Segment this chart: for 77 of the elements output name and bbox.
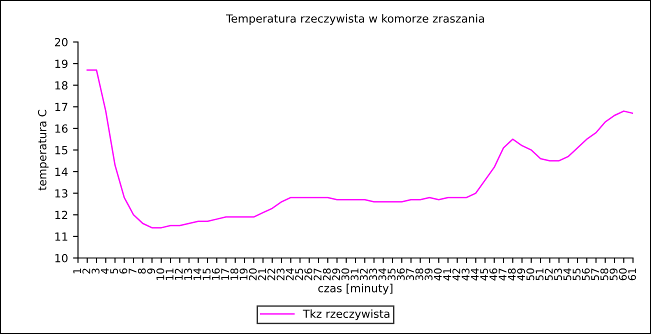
x-tick-label: 10 [156, 268, 164, 280]
x-tick-label: 54 [564, 268, 572, 280]
y-tick-label: 11 [55, 232, 68, 241]
x-tick-label: 37 [406, 268, 414, 280]
x-tick-label: 26 [304, 268, 312, 280]
x-tick-label: 14 [194, 268, 202, 280]
x-tick-label: 35 [388, 268, 396, 280]
x-tick-label: 9 [147, 268, 156, 274]
x-tick-label: 46 [489, 268, 498, 280]
x-tick-label: 21 [258, 268, 266, 280]
x-tick-label: 32 [360, 268, 368, 280]
x-tick-label: 57 [591, 268, 600, 280]
x-tick-label: 28 [322, 268, 331, 280]
x-tick-label: 38 [415, 268, 424, 280]
x-tick-label: 56 [582, 268, 590, 280]
x-tick-label: 33 [369, 268, 378, 280]
x-tick-label: 61 [628, 268, 636, 280]
x-tick-label: 36 [396, 268, 405, 280]
y-tick-label: 17 [55, 102, 68, 112]
x-tick-label: 58 [600, 268, 608, 280]
x-tick-label: 4 [101, 268, 109, 274]
y-tick-label: 14 [55, 168, 68, 176]
y-tick-label: 12 [55, 210, 68, 220]
x-tick-label: 18 [230, 268, 238, 280]
x-tick-label: 50 [526, 268, 534, 280]
x-tick-label: 44 [471, 268, 479, 280]
x-tick-label: 16 [212, 268, 220, 280]
x-axis-title: czas [minuty] [318, 284, 392, 295]
x-tick-label: 43 [462, 268, 470, 280]
x-tick-label: 60 [618, 268, 627, 280]
x-tick-label: 3 [92, 268, 100, 274]
x-tick-label: 39 [424, 268, 433, 280]
x-tick-label: 40 [434, 268, 442, 280]
x-tick-label: 30 [341, 268, 350, 280]
x-tick-label: 19 [240, 268, 248, 280]
x-tick-label: 2 [82, 268, 90, 274]
x-tick-label: 31 [350, 268, 359, 280]
y-tick-label: 13 [55, 189, 68, 198]
x-tick-label: 29 [332, 268, 340, 280]
x-tick-label: 47 [498, 268, 506, 280]
legend-label: Tkz rzeczywista [302, 309, 390, 320]
x-tick-label: 27 [314, 268, 322, 280]
y-tick-label: 10 [55, 254, 68, 262]
y-tick-label: 20 [54, 38, 68, 46]
x-tick-label: 7 [128, 268, 136, 274]
x-tick-label: 15 [202, 268, 211, 280]
x-tick-label: 59 [610, 268, 618, 280]
y-tick-label: 18 [55, 81, 68, 90]
x-tick-label: 55 [572, 268, 581, 280]
y-tick-label: 16 [55, 124, 68, 133]
chart-title: Temperatura rzeczywista w komorze zraszania [226, 14, 484, 25]
y-axis-title: temperatura C [38, 110, 49, 190]
x-tick-label: 11 [166, 268, 174, 280]
x-tick-label: 25 [295, 268, 304, 280]
x-tick-label: 24 [286, 268, 294, 280]
x-tick-label: 48 [508, 268, 516, 280]
y-tick-label: 15 [55, 146, 68, 154]
x-tick-label: 6 [119, 268, 128, 274]
x-tick-label: 53 [554, 268, 562, 280]
x-tick-label: 20 [248, 268, 257, 280]
x-tick-label: 23 [276, 268, 285, 280]
x-tick-label: 34 [378, 268, 386, 280]
x-tick-label: 45 [480, 268, 488, 280]
x-tick-label: 49 [517, 268, 526, 280]
x-tick-label: 1 [73, 268, 81, 274]
x-tick-label: 52 [544, 268, 553, 280]
x-tick-label: 41 [443, 268, 451, 280]
line-series [86, 69, 633, 228]
x-tick-label: 12 [174, 268, 183, 280]
x-tick-label: 42 [452, 268, 460, 280]
x-tick-label: 13 [184, 268, 192, 280]
x-tick-label: 22 [267, 268, 276, 280]
x-tick-label: 8 [138, 268, 146, 274]
x-tick-label: 17 [221, 268, 229, 280]
y-tick-label: 19 [55, 60, 68, 68]
x-tick-label: 5 [110, 268, 118, 274]
x-tick-label: 51 [536, 268, 544, 280]
